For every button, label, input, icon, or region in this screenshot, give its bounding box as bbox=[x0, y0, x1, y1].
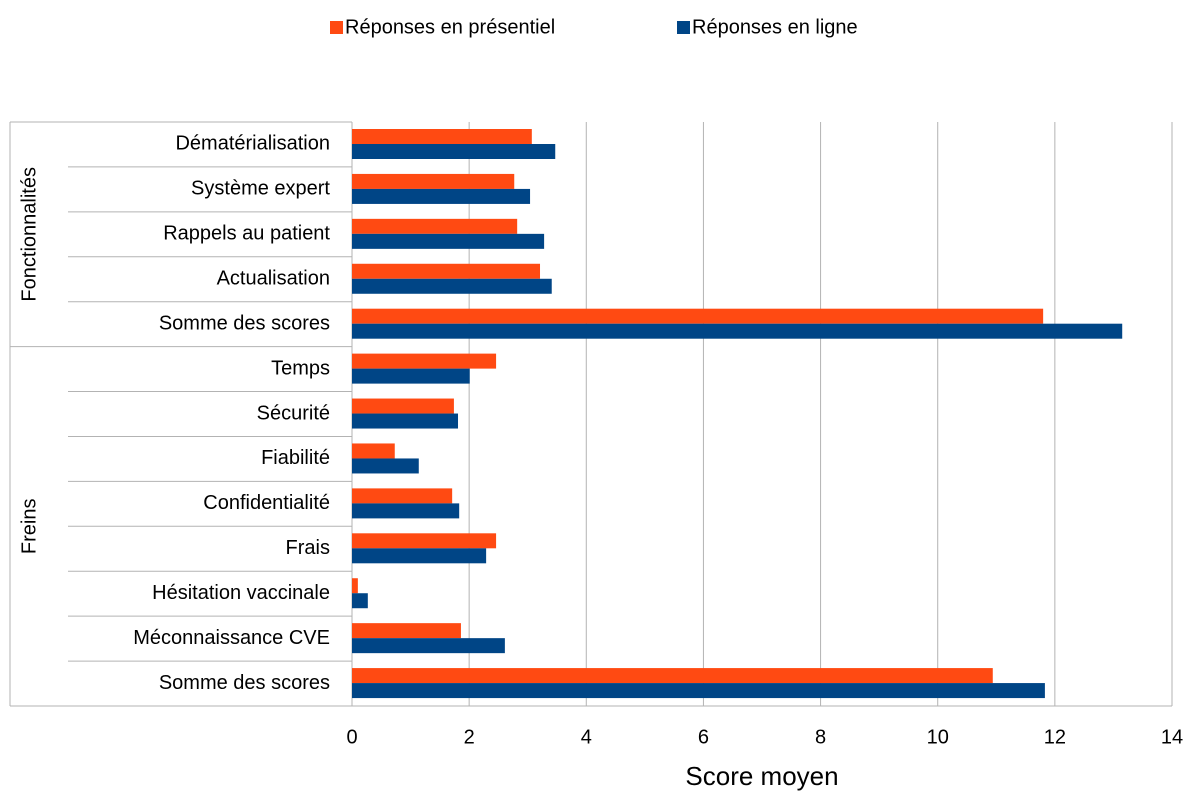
bar bbox=[352, 548, 487, 564]
legend-swatch bbox=[677, 21, 690, 34]
bar bbox=[352, 533, 497, 549]
bar bbox=[352, 368, 470, 384]
y-tick-label: Sécurité bbox=[257, 402, 330, 424]
bar bbox=[352, 144, 556, 159]
bar bbox=[352, 278, 552, 294]
y-tick-label: Somme des scores bbox=[159, 672, 330, 694]
y-tick-label: Dématérialisation bbox=[175, 133, 330, 155]
bar bbox=[352, 323, 1123, 339]
y-tick-label: Rappels au patient bbox=[163, 223, 330, 245]
x-tick-label: 2 bbox=[464, 726, 475, 748]
y-tick-label: Actualisation bbox=[217, 268, 330, 290]
y-tick-label: Fiabilité bbox=[261, 447, 330, 469]
bar bbox=[352, 218, 518, 234]
x-tick-label: 0 bbox=[346, 726, 357, 748]
bar bbox=[352, 503, 460, 519]
bar bbox=[352, 413, 459, 429]
y-tick-label: Système expert bbox=[191, 178, 330, 200]
y-tick-label: Somme des scores bbox=[159, 312, 330, 334]
bar bbox=[352, 308, 1044, 324]
x-tick-label: 14 bbox=[1161, 726, 1183, 748]
y-tick-label: Confidentialité bbox=[203, 492, 330, 514]
bar bbox=[352, 173, 515, 189]
bar bbox=[352, 593, 368, 609]
bar bbox=[352, 668, 993, 684]
bar bbox=[352, 638, 505, 654]
bar bbox=[352, 188, 531, 204]
x-tick-label: 8 bbox=[815, 726, 826, 748]
x-tick-label: 12 bbox=[1044, 726, 1066, 748]
legend-swatch bbox=[330, 21, 343, 34]
bar bbox=[352, 488, 453, 504]
bar bbox=[352, 623, 461, 639]
y-tick-label: Hésitation vaccinale bbox=[152, 582, 330, 604]
y-tick-label: Frais bbox=[286, 537, 330, 559]
bar bbox=[352, 129, 532, 144]
bar bbox=[352, 578, 358, 594]
bar bbox=[352, 458, 419, 474]
bar bbox=[352, 683, 1045, 699]
bar bbox=[352, 233, 545, 249]
bar bbox=[352, 353, 497, 369]
legend-label: Réponses en présentiel bbox=[345, 16, 555, 38]
x-axis-title: Score moyen bbox=[685, 761, 838, 791]
legend-label: Réponses en ligne bbox=[692, 16, 858, 38]
x-tick-label: 6 bbox=[698, 726, 709, 748]
y-tick-label: Temps bbox=[271, 357, 330, 379]
bar bbox=[352, 263, 541, 279]
x-tick-label: 10 bbox=[927, 726, 949, 748]
group-label: Fonctionnalités bbox=[18, 167, 40, 302]
bar bbox=[352, 443, 395, 459]
bar bbox=[352, 398, 454, 414]
group-label: Freins bbox=[18, 499, 40, 555]
x-tick-label: 4 bbox=[581, 726, 592, 748]
y-tick-label: Méconnaissance CVE bbox=[133, 627, 330, 649]
